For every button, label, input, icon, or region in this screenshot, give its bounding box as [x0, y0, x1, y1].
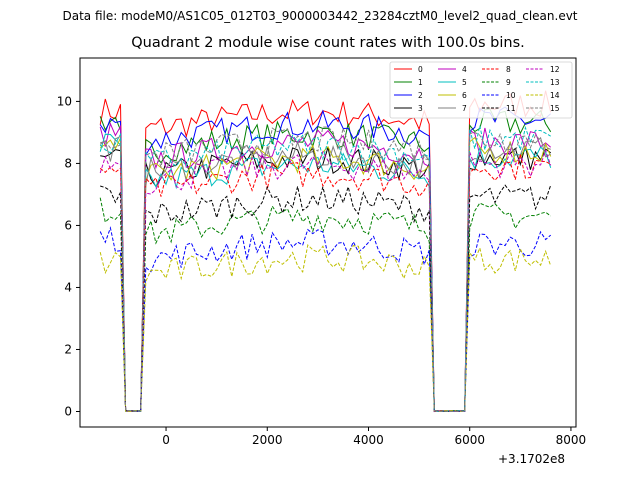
y-tick-label: 0 — [64, 404, 72, 418]
series-line-12 — [99, 148, 552, 413]
legend-label-4: 4 — [462, 65, 467, 74]
series-line-4 — [99, 122, 552, 413]
legend-box — [389, 61, 573, 119]
series-line-8 — [99, 154, 551, 412]
legend-label-5: 5 — [462, 78, 467, 87]
legend-label-7: 7 — [462, 104, 467, 113]
series-line-2 — [99, 106, 552, 412]
legend-label-8: 8 — [506, 65, 511, 74]
series-line-11 — [100, 184, 552, 413]
y-tick-label: 2 — [64, 342, 72, 356]
series-line-15 — [100, 126, 551, 413]
x-tick-label: 0 — [162, 433, 170, 447]
legend-label-0: 0 — [418, 65, 423, 74]
chart-suptitle: Data file: modeM0/AS1C05_012T03_90000034… — [62, 9, 578, 23]
legend-label-11: 11 — [506, 104, 516, 113]
legend-label-13: 13 — [550, 78, 560, 87]
y-tick-label: 4 — [64, 280, 72, 294]
x-tick-label: 6000 — [454, 433, 485, 447]
legend-label-6: 6 — [462, 91, 467, 100]
x-axis: 0 2000 4000 6000 8000 — [162, 427, 586, 447]
legend-label-3: 3 — [418, 104, 423, 113]
plot-frame — [79, 57, 577, 428]
legend-label-10: 10 — [506, 91, 516, 100]
series-line-6 — [99, 136, 552, 413]
legend-label-2: 2 — [418, 91, 423, 100]
y-tick-label: 8 — [64, 156, 72, 170]
legend-label-1: 1 — [418, 78, 423, 87]
legend-label-9: 9 — [506, 78, 511, 87]
legend-label-15: 15 — [550, 104, 560, 113]
series-line-14 — [99, 244, 552, 413]
y-tick-label: 6 — [64, 218, 72, 232]
x-tick-label: 2000 — [252, 433, 283, 447]
x-axis-offset-label: +3.1702e8 — [498, 452, 566, 466]
series-line-9 — [99, 197, 551, 413]
series-line-7 — [99, 135, 551, 412]
series-line-13 — [99, 125, 551, 412]
x-tick-label: 8000 — [556, 433, 587, 447]
series-line-10 — [99, 226, 552, 413]
x-tick-label: 4000 — [353, 433, 384, 447]
chart-title: Quadrant 2 module wise count rates with … — [131, 35, 525, 51]
series-lines — [99, 90, 552, 413]
legend-label-14: 14 — [550, 91, 560, 100]
y-tick-label: 10 — [57, 94, 72, 108]
y-axis: 0 2 4 6 8 10 — [57, 94, 80, 418]
legend-label-12: 12 — [550, 65, 560, 74]
series-line-3 — [100, 145, 551, 412]
series-line-1 — [99, 108, 552, 412]
series-line-5 — [99, 133, 552, 412]
